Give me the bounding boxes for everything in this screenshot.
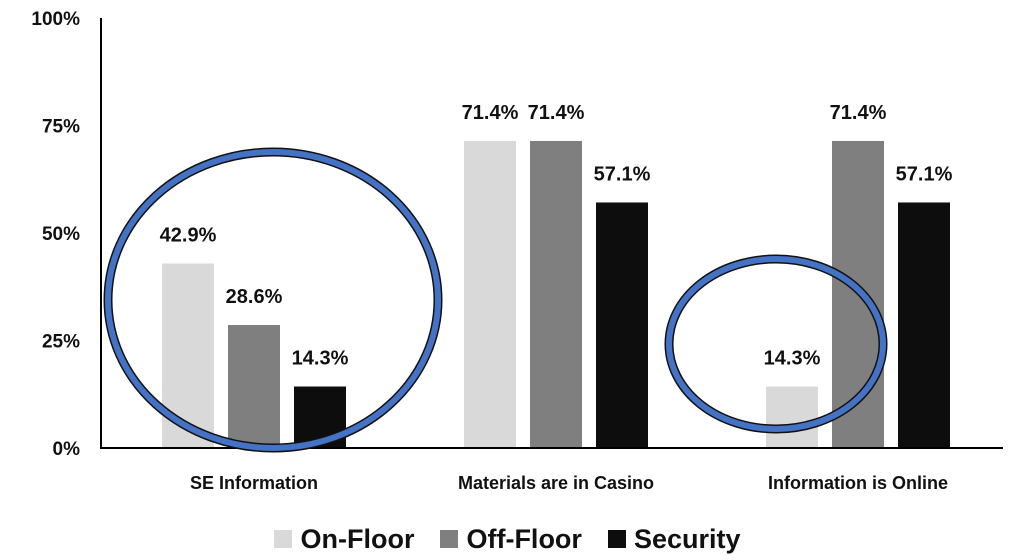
x-tick-label-materials-are-in-casino: Materials are in Casino <box>458 473 654 493</box>
data-label-off-floor-materials-are-in-casino: 71.4% <box>528 102 585 124</box>
highlight-ellipse-se-information <box>105 149 441 451</box>
x-tick-label-information-is-online: Information is Online <box>768 473 948 493</box>
bar-off-floor-materials-are-in-casino <box>530 140 582 449</box>
y-tick-label: 75% <box>42 117 80 138</box>
legend-swatch-off-floor <box>440 530 459 548</box>
bar-on-floor-materials-are-in-casino <box>464 140 516 449</box>
y-axis-tick-labels: 0% 25% 50% 75% 100% <box>31 9 80 460</box>
legend-label-on-floor: On-Floor <box>300 523 415 554</box>
data-label-on-floor-materials-are-in-casino: 71.4% <box>462 102 519 124</box>
legend-swatch-on-floor <box>274 530 293 548</box>
legend-item-off-floor: Off-Floor <box>440 523 582 554</box>
data-label-off-floor-se-information: 28.6% <box>226 286 283 308</box>
data-labels: 42.9% 28.6% 14.3% 71.4% 71.4% 57.1% 14.3% 71.4%… <box>160 102 953 370</box>
data-label-on-floor-information-is-online: 14.3% <box>764 348 821 370</box>
legend-label-security: Security <box>633 523 741 554</box>
legend-item-security: Security <box>607 523 741 554</box>
bar-security-information-is-online <box>898 202 950 448</box>
data-label-security-se-information: 14.3% <box>292 348 349 370</box>
data-label-security-information-is-online: 57.1% <box>896 163 953 185</box>
data-label-off-floor-information-is-online: 71.4% <box>830 102 887 124</box>
x-tick-label-se-information: SE Information <box>190 473 318 493</box>
y-tick-label: 0% <box>53 439 81 460</box>
y-tick-label: 50% <box>42 224 80 245</box>
highlight-ellipses <box>103 147 888 453</box>
highlight-ellipse-information-is-online <box>666 256 886 432</box>
legend-item-on-floor: On-Floor <box>274 523 415 554</box>
data-label-on-floor-se-information: 42.9% <box>160 225 217 247</box>
legend: On-Floor Off-Floor Security <box>0 522 1015 556</box>
bar-on-floor-information-is-online <box>766 386 818 448</box>
y-tick-label: 25% <box>42 332 80 353</box>
bar-off-floor-se-information <box>228 325 280 448</box>
bar-security-materials-are-in-casino <box>596 202 648 448</box>
data-label-security-materials-are-in-casino: 57.1% <box>594 163 651 185</box>
bar-chart: 0% 25% 50% 75% 100% 42.9% 28.6% 14.3% 71.4% 71.4… <box>31 9 1003 493</box>
legend-swatch-security <box>607 530 626 548</box>
x-axis-tick-labels: SE Information Materials are in Casino Inf… <box>190 473 948 493</box>
y-tick-label: 100% <box>31 9 80 30</box>
legend-label-off-floor: Off-Floor <box>466 523 582 554</box>
